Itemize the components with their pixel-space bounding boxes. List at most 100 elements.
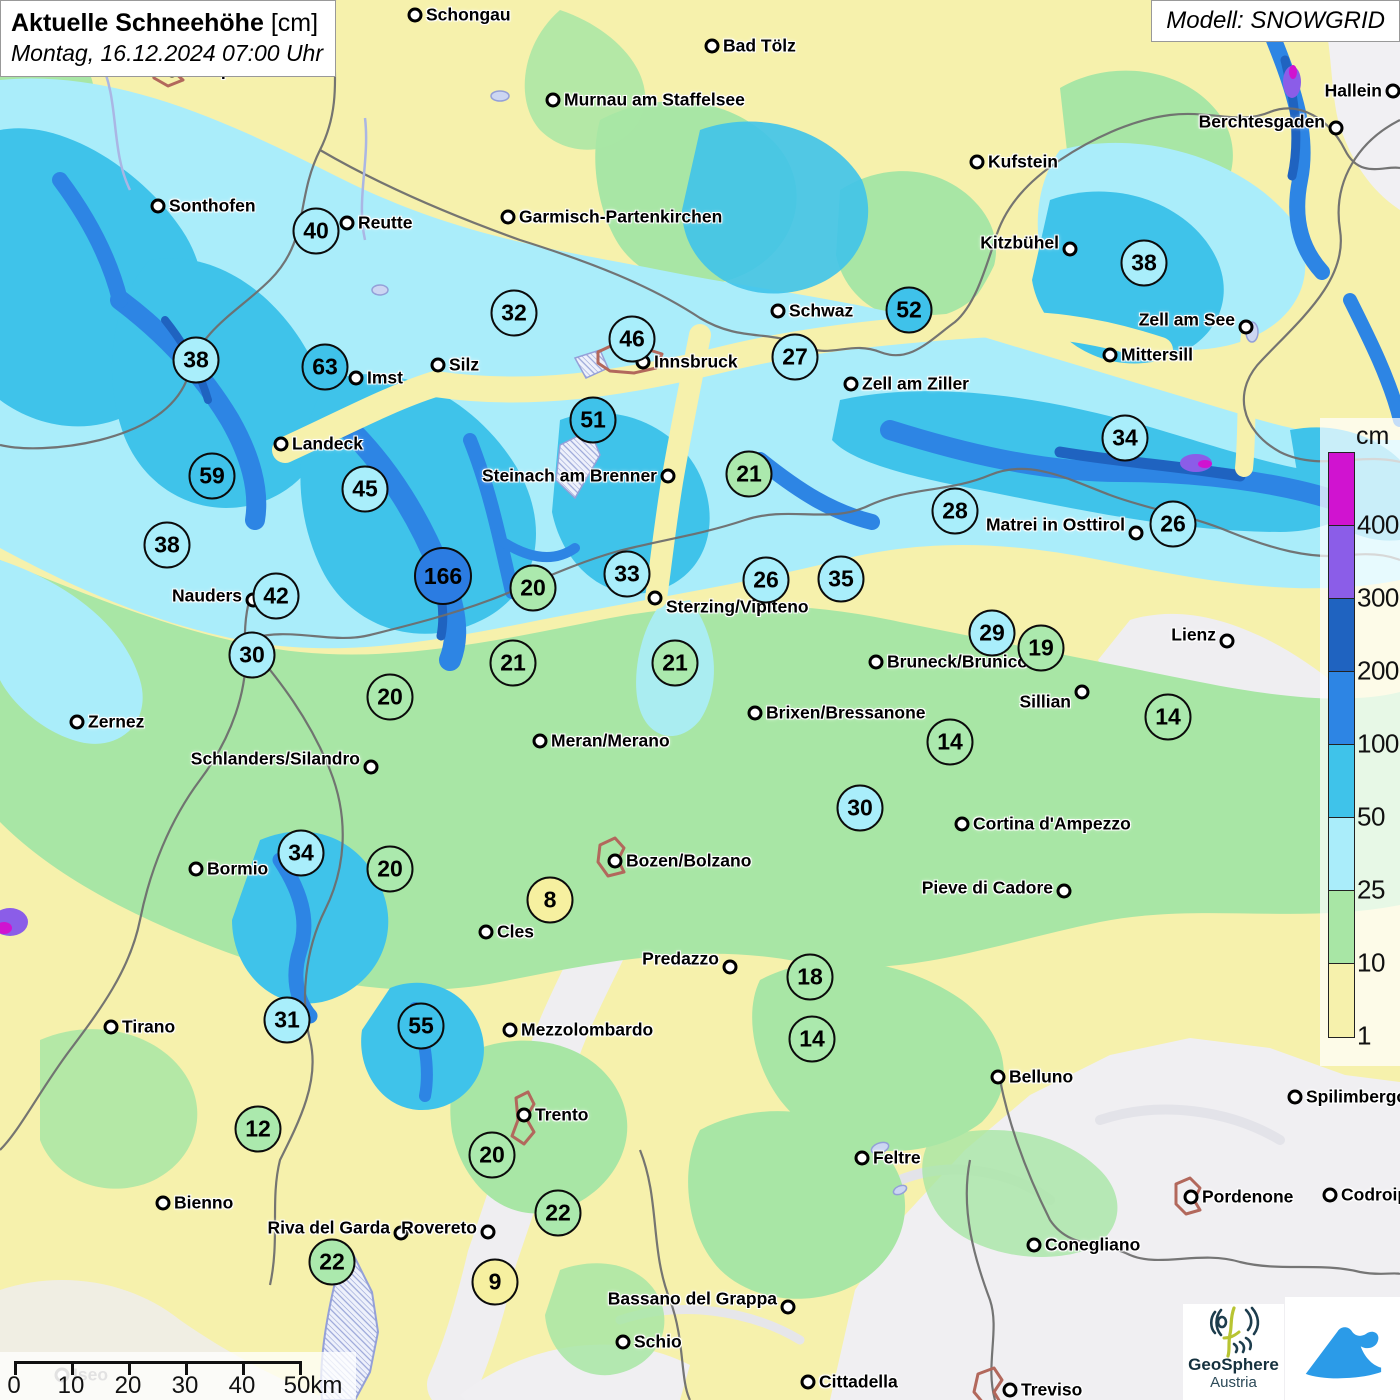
legend-label: 25 [1357,874,1385,905]
city-marker-icon [1026,1237,1042,1253]
city-label: Hallein [1324,80,1382,101]
model-box: Modell: SNOWGRID [1151,0,1400,42]
legend-label: 300 [1357,582,1399,613]
city-marker-icon [1322,1187,1338,1203]
map-datetime: Montag, 16.12.2024 07:00 Uhr [11,40,324,67]
city-marker-icon [615,1334,631,1350]
legend-label: 10 [1357,947,1385,978]
scale-bar-label: 40 [228,1372,256,1399]
legend-label: 200 [1357,655,1399,686]
city-label: Innsbruck [654,351,738,372]
city-label: Reutte [358,212,413,233]
snow-depth-badge: 14 [788,1015,836,1063]
city-label: Feltre [873,1147,921,1168]
city-marker-icon [800,1374,816,1390]
snow-depth-badge: 22 [534,1189,582,1237]
city-marker-icon [393,1225,409,1241]
snow-depth-badge: 12 [234,1105,282,1153]
city-label: Pordenone [1202,1186,1294,1207]
snow-depth-badge: 22 [308,1238,356,1286]
city-marker-icon [969,154,985,170]
scale-bar-label: 10 [57,1372,85,1399]
snow-depth-badge: 46 [608,315,656,363]
snow-depth-badge: 27 [771,333,819,381]
snow-depth-badge: 59 [188,452,236,500]
city-marker-icon [545,92,561,108]
city-label: Berchtesgaden [1198,111,1325,132]
scale-bar: 0 10 20 30 40 50km [0,1352,356,1400]
city-marker-icon [1128,525,1144,541]
city-marker-icon [480,1224,496,1240]
snow-depth-badge: 20 [468,1131,516,1179]
city-label: Imst [367,367,403,388]
snow-depth-badge: 52 [885,286,933,334]
city-marker-icon [990,1069,1006,1085]
city-label: Schio [634,1331,682,1352]
city-label: Sillian [1019,691,1071,712]
city-marker-icon [155,1195,171,1211]
scale-bar-tick [299,1361,302,1375]
city-marker-icon [954,816,970,832]
snow-depth-badge: 30 [228,631,276,679]
snow-depth-badge: 9 [471,1258,519,1306]
city-label: Tirano [122,1016,176,1037]
city-label: Schwaz [789,300,854,321]
city-marker-icon [1385,83,1400,99]
snow-depth-badge: 26 [1149,500,1197,548]
geosphere-logo: GeoSphere Austria [1183,1304,1284,1400]
snow-depth-badge: 51 [569,396,617,444]
city-label: Bienno [174,1192,234,1213]
legend-color-bar [1328,452,1355,1038]
city-marker-icon [722,959,738,975]
legend-unit-label: cm [1356,422,1390,450]
city-label: Kitzbühel [980,232,1059,253]
city-label: Zernez [88,711,145,732]
city-label: Meran/Merano [551,730,670,751]
city-marker-icon [780,1299,796,1315]
city-label: Schlanders/Silandro [190,748,360,769]
snow-depth-badge: 21 [489,639,537,687]
city-marker-icon [1056,883,1072,899]
snow-depth-badge: 34 [1101,414,1149,462]
city-marker-icon [1287,1089,1303,1105]
city-marker-icon [502,1022,518,1038]
city-label: Codroipo [1341,1184,1400,1205]
city-label: Zell am See [1138,309,1235,330]
snow-depth-badge: 26 [742,556,790,604]
legend-segment [1329,526,1354,599]
city-marker-icon [273,436,289,452]
snow-depth-badge: 30 [836,784,884,832]
city-marker-icon [500,209,516,225]
city-marker-icon [407,7,423,23]
legend-segment [1329,672,1354,745]
legend-segment [1329,453,1354,526]
snow-depth-badge: 33 [603,550,651,598]
city-marker-icon [103,1019,119,1035]
snow-depth-badge: 29 [968,609,1016,657]
geosphere-logo-text: GeoSphere [1188,1355,1279,1374]
snow-depth-badge: 21 [651,639,699,687]
title-box: Aktuelle Schneehöhe [cm] Montag, 16.12.2… [0,0,337,77]
city-marker-icon [868,654,884,670]
city-label: Bormio [207,858,269,879]
city-label: Zell am Ziller [862,373,969,394]
snow-depth-badge: 45 [341,465,389,513]
snow-depth-badge: 20 [366,845,414,893]
model-label: Modell: SNOWGRID [1166,7,1385,34]
snow-depth-badge: 20 [509,564,557,612]
city-label: Silz [449,354,480,375]
city-label: Murnau am Staffelsee [564,89,745,110]
snow-depth-badge: 40 [292,207,340,255]
snow-depth-badge: 32 [490,289,538,337]
city-label: Predazzo [642,948,719,969]
geosphere-logo-subtext: Austria [1210,1373,1257,1391]
city-label: Garmisch-Partenkirchen [519,206,723,227]
city-label: Cortina d'Ampezzo [973,813,1131,834]
city-label: Steinach am Brenner [481,465,657,486]
city-label: Lienz [1171,624,1216,645]
scale-bar-ruler [14,1361,300,1364]
city-label: Treviso [1021,1379,1083,1400]
city-marker-icon [69,714,85,730]
legend: cm 400 300 200 100 50 25 10 1 [1320,418,1400,1066]
